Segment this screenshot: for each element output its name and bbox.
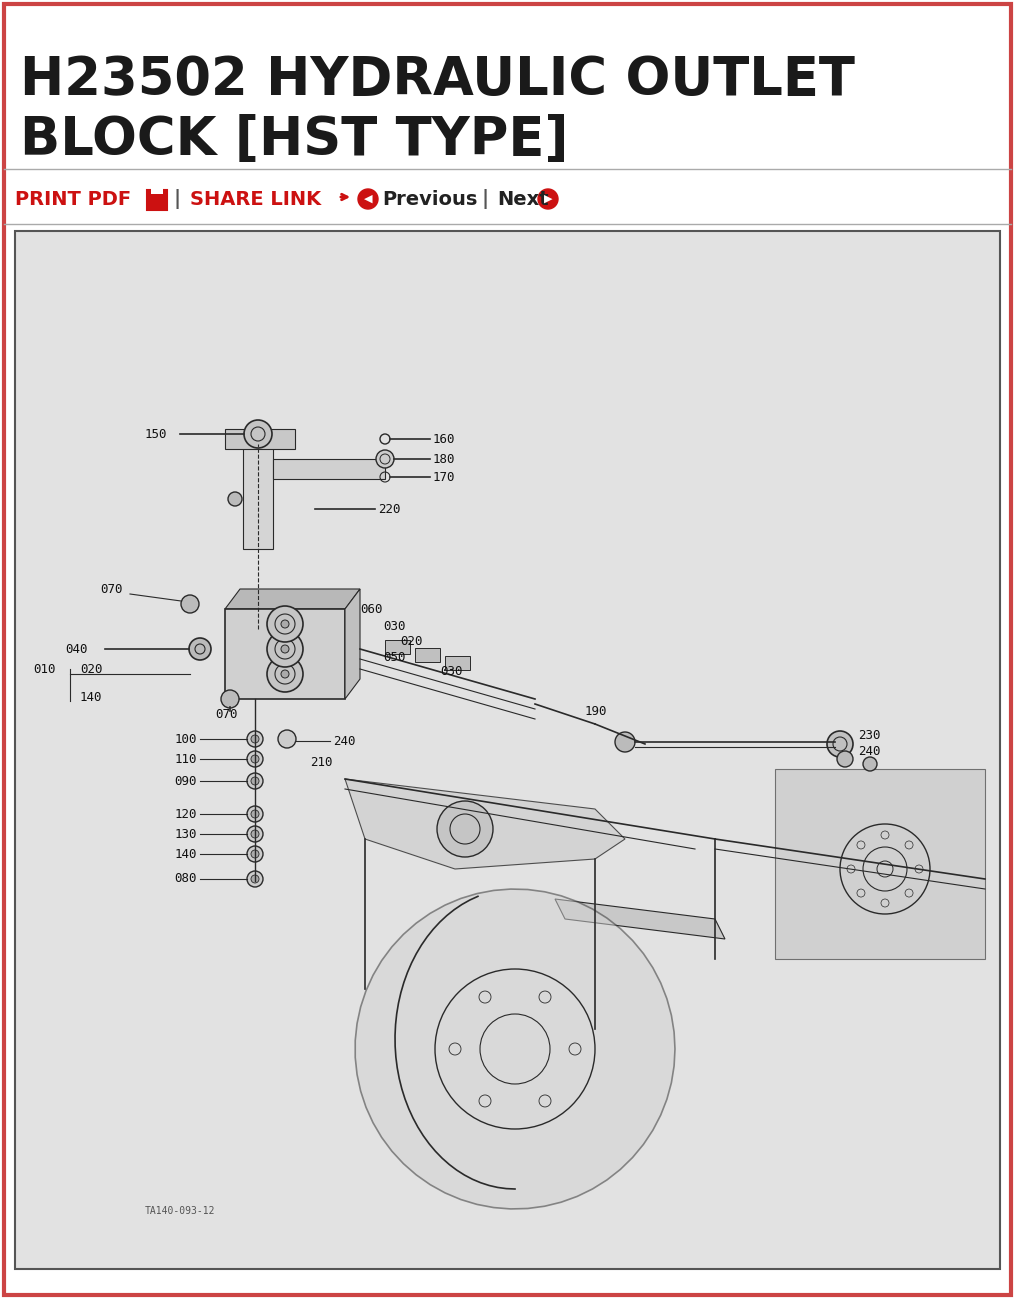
Text: 030: 030 xyxy=(383,620,406,633)
Text: 070: 070 xyxy=(100,582,123,595)
Polygon shape xyxy=(445,656,470,670)
Text: H23502 HYDRAULIC OUTLET: H23502 HYDRAULIC OUTLET xyxy=(20,55,855,107)
Text: Next: Next xyxy=(497,190,549,209)
Circle shape xyxy=(247,846,263,863)
Circle shape xyxy=(247,826,263,842)
Circle shape xyxy=(189,638,211,660)
Polygon shape xyxy=(775,769,985,959)
Polygon shape xyxy=(345,588,360,699)
Text: 120: 120 xyxy=(175,808,197,821)
Circle shape xyxy=(247,773,263,788)
Circle shape xyxy=(827,731,853,757)
Text: ▶: ▶ xyxy=(544,194,552,204)
Circle shape xyxy=(376,449,394,468)
Text: 020: 020 xyxy=(400,634,422,647)
Circle shape xyxy=(247,731,263,747)
Text: 030: 030 xyxy=(439,665,463,678)
Circle shape xyxy=(358,188,378,209)
Text: 240: 240 xyxy=(333,734,355,747)
Text: 060: 060 xyxy=(360,603,383,616)
Polygon shape xyxy=(225,609,345,699)
Polygon shape xyxy=(225,588,360,609)
Text: BLOCK [HST TYPE]: BLOCK [HST TYPE] xyxy=(20,114,568,166)
FancyBboxPatch shape xyxy=(4,4,1011,1295)
Text: 010: 010 xyxy=(33,662,56,675)
Circle shape xyxy=(251,876,259,883)
Circle shape xyxy=(615,733,635,752)
Text: 070: 070 xyxy=(215,708,238,721)
Polygon shape xyxy=(415,648,439,662)
Circle shape xyxy=(181,595,199,613)
Circle shape xyxy=(281,646,289,653)
Circle shape xyxy=(247,751,263,766)
Text: 160: 160 xyxy=(433,433,456,446)
Circle shape xyxy=(251,755,259,763)
FancyBboxPatch shape xyxy=(15,231,1000,1269)
Circle shape xyxy=(251,735,259,743)
Circle shape xyxy=(267,656,303,692)
Circle shape xyxy=(837,751,853,766)
Text: 180: 180 xyxy=(433,452,456,465)
Text: 210: 210 xyxy=(310,756,333,769)
Polygon shape xyxy=(273,459,385,479)
Polygon shape xyxy=(555,899,725,939)
Text: 140: 140 xyxy=(80,691,103,704)
Text: |: | xyxy=(482,188,489,209)
Polygon shape xyxy=(345,779,625,869)
Text: 080: 080 xyxy=(175,873,197,886)
Circle shape xyxy=(281,670,289,678)
Text: 020: 020 xyxy=(80,662,103,675)
Text: TA140-093-12: TA140-093-12 xyxy=(145,1205,215,1216)
Text: 110: 110 xyxy=(175,752,197,765)
Circle shape xyxy=(281,620,289,627)
Text: ◀: ◀ xyxy=(363,194,373,204)
Text: 130: 130 xyxy=(175,827,197,840)
Circle shape xyxy=(251,811,259,818)
Circle shape xyxy=(247,805,263,822)
Text: 150: 150 xyxy=(145,427,167,440)
Circle shape xyxy=(247,872,263,887)
Text: PRINT PDF: PRINT PDF xyxy=(15,190,131,209)
Text: |: | xyxy=(174,188,181,209)
FancyBboxPatch shape xyxy=(147,190,167,210)
Text: 190: 190 xyxy=(585,704,608,717)
Text: 220: 220 xyxy=(378,503,401,516)
Polygon shape xyxy=(225,429,295,449)
Text: 240: 240 xyxy=(858,744,880,757)
Circle shape xyxy=(437,801,493,857)
Circle shape xyxy=(267,631,303,666)
Text: 100: 100 xyxy=(175,733,197,746)
Circle shape xyxy=(251,830,259,838)
Circle shape xyxy=(538,188,558,209)
Polygon shape xyxy=(243,439,273,549)
Text: Previous: Previous xyxy=(382,190,477,209)
Text: 170: 170 xyxy=(433,470,456,483)
Circle shape xyxy=(228,492,242,507)
Circle shape xyxy=(278,730,296,748)
Text: 140: 140 xyxy=(175,847,197,860)
Text: 230: 230 xyxy=(858,729,880,742)
Circle shape xyxy=(251,850,259,859)
Circle shape xyxy=(267,607,303,642)
Circle shape xyxy=(251,777,259,785)
Circle shape xyxy=(863,757,877,772)
Text: 090: 090 xyxy=(175,774,197,787)
Circle shape xyxy=(221,690,239,708)
Text: 040: 040 xyxy=(65,643,87,656)
Polygon shape xyxy=(385,640,410,653)
Text: SHARE LINK: SHARE LINK xyxy=(190,190,321,209)
FancyBboxPatch shape xyxy=(151,186,163,194)
Polygon shape xyxy=(355,889,675,1209)
Circle shape xyxy=(244,420,272,448)
Text: 050: 050 xyxy=(383,651,406,664)
